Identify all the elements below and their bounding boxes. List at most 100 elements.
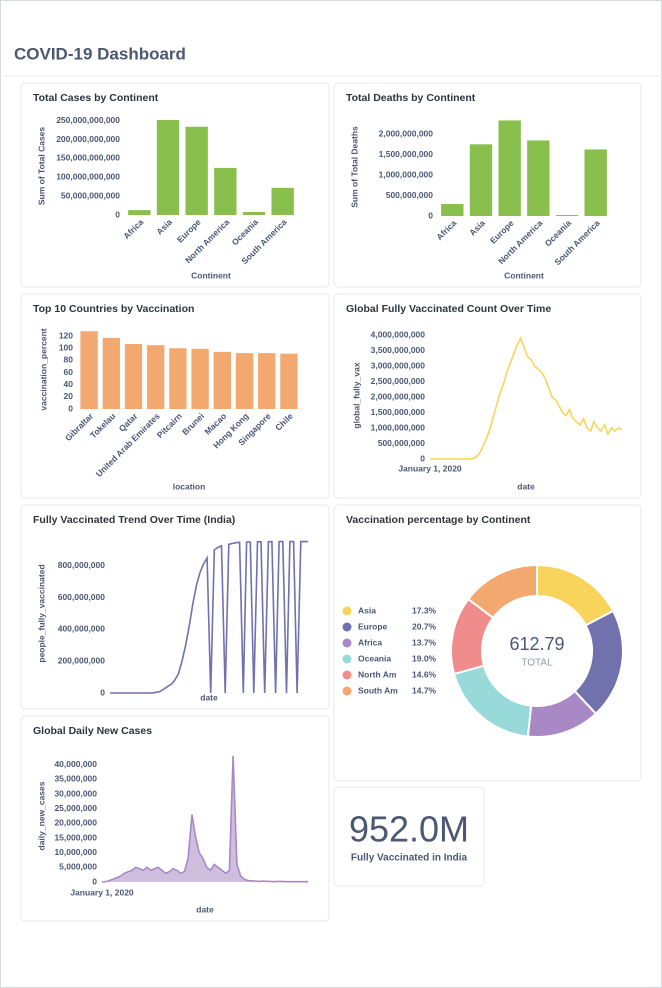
y-tick-label: 40 bbox=[64, 379, 74, 389]
y-tick-label: 100 bbox=[59, 342, 73, 352]
legend-label: Asia bbox=[358, 605, 376, 615]
y-axis-title: people_fully_vaccinated bbox=[36, 564, 46, 662]
y-tick-label: 10,000,000 bbox=[54, 847, 97, 857]
y-tick-label: 400,000,000 bbox=[58, 624, 106, 634]
y-tick-label: 0 bbox=[115, 209, 120, 219]
legend-label: Oceania bbox=[358, 653, 391, 663]
bar bbox=[214, 167, 237, 215]
y-tick-label: 4,000,000,000 bbox=[371, 329, 426, 339]
dashboard-title: COVID-19 Dashboard bbox=[14, 44, 186, 63]
legend-label: South Am bbox=[358, 685, 398, 695]
y-tick-label: 100,000,000,000 bbox=[56, 172, 120, 182]
bar bbox=[280, 353, 298, 409]
y-tick-label: 200,000,000 bbox=[58, 655, 106, 665]
y-tick-label: 1,500,000,000 bbox=[371, 407, 426, 417]
legend-value: 20.7% bbox=[412, 621, 437, 631]
y-tick-label: 50,000,000,000 bbox=[61, 190, 120, 200]
y-tick-label: 20,000,000 bbox=[54, 818, 97, 828]
y-axis-title: global_fully_vax bbox=[351, 362, 361, 428]
y-axis-title: Sum of Total Deaths bbox=[349, 126, 359, 208]
y-tick-label: 2,500,000,000 bbox=[371, 376, 426, 386]
card-title: Global Daily New Cases bbox=[33, 725, 152, 737]
y-tick-label: 600,000,000 bbox=[58, 592, 106, 602]
card-title: Total Deaths by Continent bbox=[346, 92, 476, 104]
x-axis-title: Continent bbox=[191, 270, 231, 280]
y-tick-label: 3,000,000,000 bbox=[371, 360, 426, 370]
y-tick-label: 1,000,000,000 bbox=[371, 422, 426, 432]
card bbox=[333, 293, 642, 499]
bar bbox=[124, 343, 143, 409]
y-tick-label: 1,000,000,000 bbox=[379, 169, 434, 179]
x-axis-title: date bbox=[200, 692, 218, 702]
x-axis-title: Continent bbox=[504, 270, 544, 280]
y-axis-title: daily_new_cases bbox=[36, 781, 46, 850]
y-tick-label: 0 bbox=[420, 453, 425, 463]
y-tick-label: 5,000,000 bbox=[59, 862, 97, 872]
y-tick-label: 35,000,000 bbox=[54, 774, 97, 784]
bar bbox=[441, 204, 464, 216]
bar bbox=[80, 331, 98, 409]
y-tick-label: 60 bbox=[64, 367, 74, 377]
bar bbox=[169, 348, 187, 409]
card bbox=[20, 715, 330, 922]
legend-swatch bbox=[342, 622, 352, 632]
bar bbox=[498, 120, 521, 216]
y-tick-label: 800,000,000 bbox=[58, 560, 106, 570]
legend-swatch bbox=[342, 606, 352, 616]
y-tick-label: 25,000,000 bbox=[54, 803, 97, 813]
y-tick-label: 20 bbox=[64, 391, 74, 401]
bar bbox=[469, 144, 493, 216]
bar bbox=[102, 337, 120, 409]
bar bbox=[185, 126, 208, 215]
legend-label: Africa bbox=[358, 637, 382, 647]
line bbox=[101, 755, 308, 883]
y-tick-label: 500,000,000 bbox=[386, 190, 434, 200]
legend-value: 17.3% bbox=[412, 605, 437, 615]
kpi-value: 952.0M bbox=[349, 809, 469, 850]
y-tick-label: 150,000,000,000 bbox=[56, 153, 120, 163]
y-tick-label: 15,000,000 bbox=[54, 832, 97, 842]
legend-swatch bbox=[342, 654, 352, 664]
y-tick-label: 40,000,000 bbox=[54, 759, 97, 769]
bar bbox=[235, 353, 254, 409]
y-tick-label: 0 bbox=[428, 210, 433, 220]
bar bbox=[191, 348, 209, 409]
legend-swatch bbox=[342, 638, 352, 648]
donut-total-label: TOTAL bbox=[521, 658, 553, 669]
donut-total: 612.79 bbox=[509, 634, 564, 654]
y-tick-label: 500,000,000 bbox=[378, 438, 426, 448]
card bbox=[333, 786, 485, 887]
y-tick-label: 0 bbox=[92, 876, 97, 886]
y-tick-label: 250,000,000,000 bbox=[56, 115, 120, 125]
bar bbox=[213, 351, 231, 409]
y-tick-label: 3,500,000,000 bbox=[371, 345, 426, 355]
card-title: Global Fully Vaccinated Count Over Time bbox=[346, 303, 551, 315]
legend-value: 14.7% bbox=[412, 685, 437, 695]
x-tick-label: January 1, 2020 bbox=[398, 463, 462, 473]
legend-label: North Am bbox=[358, 669, 397, 679]
bar bbox=[242, 211, 266, 215]
legend-value: 14.6% bbox=[412, 669, 437, 679]
bar bbox=[156, 120, 180, 215]
x-axis-title: date bbox=[517, 481, 535, 491]
y-axis-title: Sum of Total Cases bbox=[36, 127, 46, 206]
y-tick-label: 200,000,000,000 bbox=[56, 134, 120, 144]
legend-value: 13.7% bbox=[412, 637, 437, 647]
y-tick-label: 1,500,000,000 bbox=[379, 149, 434, 159]
card-title: Total Cases by Continent bbox=[33, 92, 159, 104]
bar bbox=[555, 215, 579, 216]
card-title: Top 10 Countries by Vaccination bbox=[33, 303, 194, 315]
line bbox=[110, 540, 308, 694]
y-tick-label: 80 bbox=[64, 355, 74, 365]
bar bbox=[147, 345, 165, 409]
y-axis-title: vaccination_percent bbox=[38, 328, 48, 410]
legend-swatch bbox=[342, 686, 352, 696]
legend-swatch bbox=[342, 670, 352, 680]
card-title: Vaccination percentage by Continent bbox=[346, 514, 531, 526]
x-tick-label: January 1, 2020 bbox=[70, 887, 134, 897]
y-tick-label: 30,000,000 bbox=[54, 788, 97, 798]
x-axis-title: location bbox=[173, 481, 206, 491]
y-tick-label: 0 bbox=[68, 403, 73, 413]
legend-value: 19.0% bbox=[412, 653, 437, 663]
